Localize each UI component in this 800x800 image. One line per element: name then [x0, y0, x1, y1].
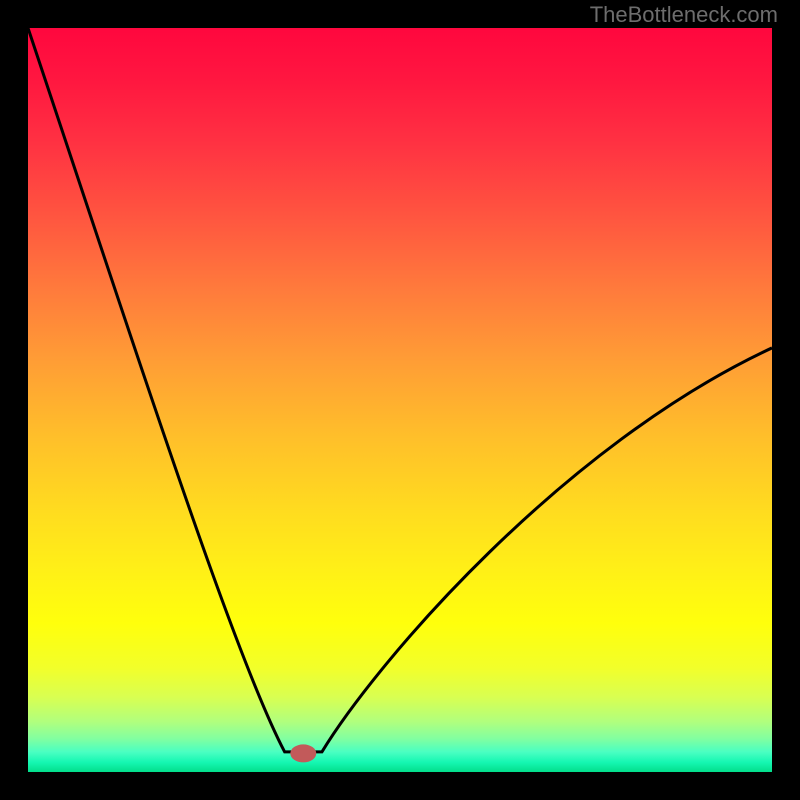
bottleneck-curve-chart	[28, 28, 772, 772]
chart-frame	[0, 0, 800, 800]
gradient-background	[28, 28, 772, 772]
watermark-text: TheBottleneck.com	[590, 2, 778, 28]
optimal-point-marker	[290, 744, 316, 762]
